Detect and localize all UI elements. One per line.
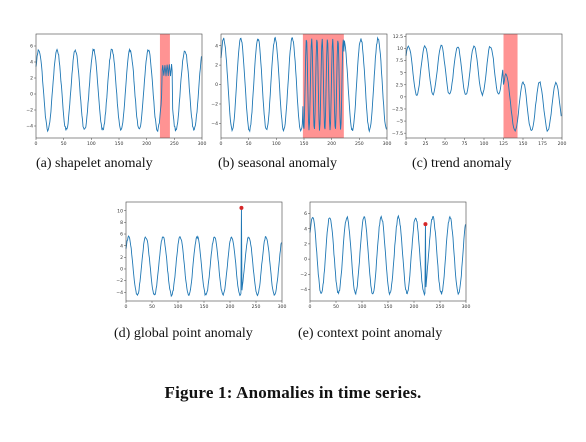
x-tick-label: 200 (410, 304, 419, 310)
x-tick-label: 200 (327, 141, 336, 147)
x-tick-label: 150 (200, 304, 209, 310)
x-tick-label: 200 (226, 304, 235, 310)
series-line (125, 207, 282, 298)
caption-global-point-anomaly: (d) global point anomaly (114, 326, 253, 341)
x-tick-label: 0 (35, 141, 38, 147)
chart-global-point-anomaly: 0 50 100 150 200 250 300 −4 −2 0 2 4 6 8 10 (116, 201, 287, 310)
y-tick-label: 2.5 (396, 82, 403, 88)
y-tick-label: 5 (400, 70, 403, 76)
y-tick-label: 4 (215, 43, 218, 49)
x-tick-label: 250 (436, 304, 445, 310)
x-tick-label: 300 (383, 141, 392, 147)
y-tick-label: −2.5 (392, 107, 403, 113)
x-tick-label: 100 (87, 141, 96, 147)
x-tick-label: 0 (309, 304, 312, 310)
caption-seasonal-anomaly: (b) seasonal anomaly (218, 156, 337, 171)
y-tick-label: 4 (304, 226, 307, 232)
y-tick-label: −4 (211, 121, 218, 127)
chart-trend-anomaly: 0 25 50 75 100 125 150 175 200 −7.5 −5 −2.5 0 2.5 5 7.5… (392, 33, 567, 147)
y-tick-label: 6 (30, 44, 33, 50)
y-tick-label: 4 (30, 60, 33, 66)
x-tick-label: 50 (442, 141, 448, 147)
panel-seasonal-anomaly: 0 50 100 150 200 250 300 −4 −2 0 2 4 (203, 30, 393, 150)
y-tick-label: 0 (215, 82, 218, 88)
y-tick-label: 4 (120, 243, 123, 249)
y-tick-label: 10 (117, 208, 123, 214)
y-tick-label: 7.5 (396, 58, 403, 64)
y-tick-label: 8 (120, 220, 123, 226)
x-tick-label: 250 (355, 141, 364, 147)
x-tick-label: 75 (462, 141, 468, 147)
y-tick-label: −4 (116, 290, 123, 296)
y-tick-label: −7.5 (392, 131, 403, 137)
chart-context-point-anomaly: 0 50 100 150 200 250 300 −4 −2 0 2 4 6 (300, 201, 471, 310)
x-tick-label: 100 (174, 304, 183, 310)
x-tick-label: 250 (170, 141, 179, 147)
x-tick-label: 150 (384, 304, 393, 310)
y-tick-label: 2 (30, 76, 33, 82)
y-tick-label: 2 (304, 241, 307, 247)
x-tick-label: 300 (462, 304, 471, 310)
y-tick-label: −2 (116, 278, 123, 284)
series-line (35, 47, 202, 133)
y-tick-label: −4 (300, 287, 307, 293)
panel-global-point-anomaly: 0 50 100 150 200 250 300 −4 −2 0 2 4 6 8 10 (108, 198, 288, 313)
x-tick-label: 100 (358, 304, 367, 310)
y-tick-label: 0 (120, 267, 123, 273)
y-tick-label: −2 (211, 102, 218, 108)
series-line (309, 214, 466, 297)
y-tick-label: 0 (30, 92, 33, 98)
x-tick-label: 300 (278, 304, 287, 310)
x-tick-label: 100 (272, 141, 281, 147)
x-tick-label: 175 (538, 141, 547, 147)
x-tick-label: 150 (115, 141, 124, 147)
x-tick-label: 100 (480, 141, 489, 147)
caption-trend-anomaly: (c) trend anomaly (412, 156, 512, 171)
y-tick-label: −4 (26, 124, 33, 130)
x-tick-label: 300 (198, 141, 207, 147)
y-tick-label: −2 (26, 108, 33, 114)
anomaly-point (423, 222, 428, 227)
anomaly-highlight-region (159, 34, 170, 138)
x-tick-label: 0 (220, 141, 223, 147)
panel-trend-anomaly: 0 25 50 75 100 125 150 175 200 −7.5 −5 −2.5 0 2.5 5 7.5… (388, 30, 568, 150)
x-tick-label: 150 (300, 141, 309, 147)
x-tick-label: 50 (61, 141, 67, 147)
y-tick-label: 2 (120, 255, 123, 261)
figure-caption: Figure 1: Anomalies in time series. (164, 383, 422, 402)
y-tick-label: 6 (120, 232, 123, 238)
x-tick-label: 50 (333, 304, 339, 310)
y-tick-label: 2 (215, 63, 218, 69)
x-tick-label: 0 (405, 141, 408, 147)
x-tick-label: 0 (125, 304, 128, 310)
anomaly-highlight-region (503, 34, 518, 138)
x-tick-label: 125 (499, 141, 508, 147)
x-tick-label: 250 (252, 304, 261, 310)
x-tick-label: 200 (558, 141, 567, 147)
caption-shapelet-anomaly: (a) shapelet anomaly (36, 156, 153, 171)
axes-frame (405, 33, 563, 139)
x-tick-label: 150 (519, 141, 528, 147)
y-tick-label: 6 (304, 211, 307, 217)
x-tick-label: 200 (142, 141, 151, 147)
x-tick-label: 50 (246, 141, 252, 147)
series-line (405, 44, 562, 133)
series-line (220, 36, 387, 133)
x-tick-label: 50 (149, 304, 155, 310)
panel-shapelet-anomaly: 0 50 100 150 200 250 300 −4 −2 0 2 4 6 (18, 30, 208, 150)
caption-context-point-anomaly: (e) context point anomaly (298, 326, 443, 341)
y-tick-label: 12.5 (393, 34, 403, 40)
y-tick-label: −2 (300, 272, 307, 278)
y-tick-label: −5 (396, 119, 403, 125)
y-tick-label: 0 (304, 257, 307, 263)
x-tick-label: 25 (423, 141, 429, 147)
panel-context-point-anomaly: 0 50 100 150 200 250 300 −4 −2 0 2 4 6 (292, 198, 472, 313)
chart-seasonal-anomaly: 0 50 100 150 200 250 300 −4 −2 0 2 4 (211, 33, 392, 147)
chart-shapelet-anomaly: 0 50 100 150 200 250 300 −4 −2 0 2 4 6 (26, 33, 207, 147)
anomaly-point (239, 205, 244, 210)
y-tick-label: 10 (397, 46, 403, 52)
y-tick-label: 0 (400, 94, 403, 100)
